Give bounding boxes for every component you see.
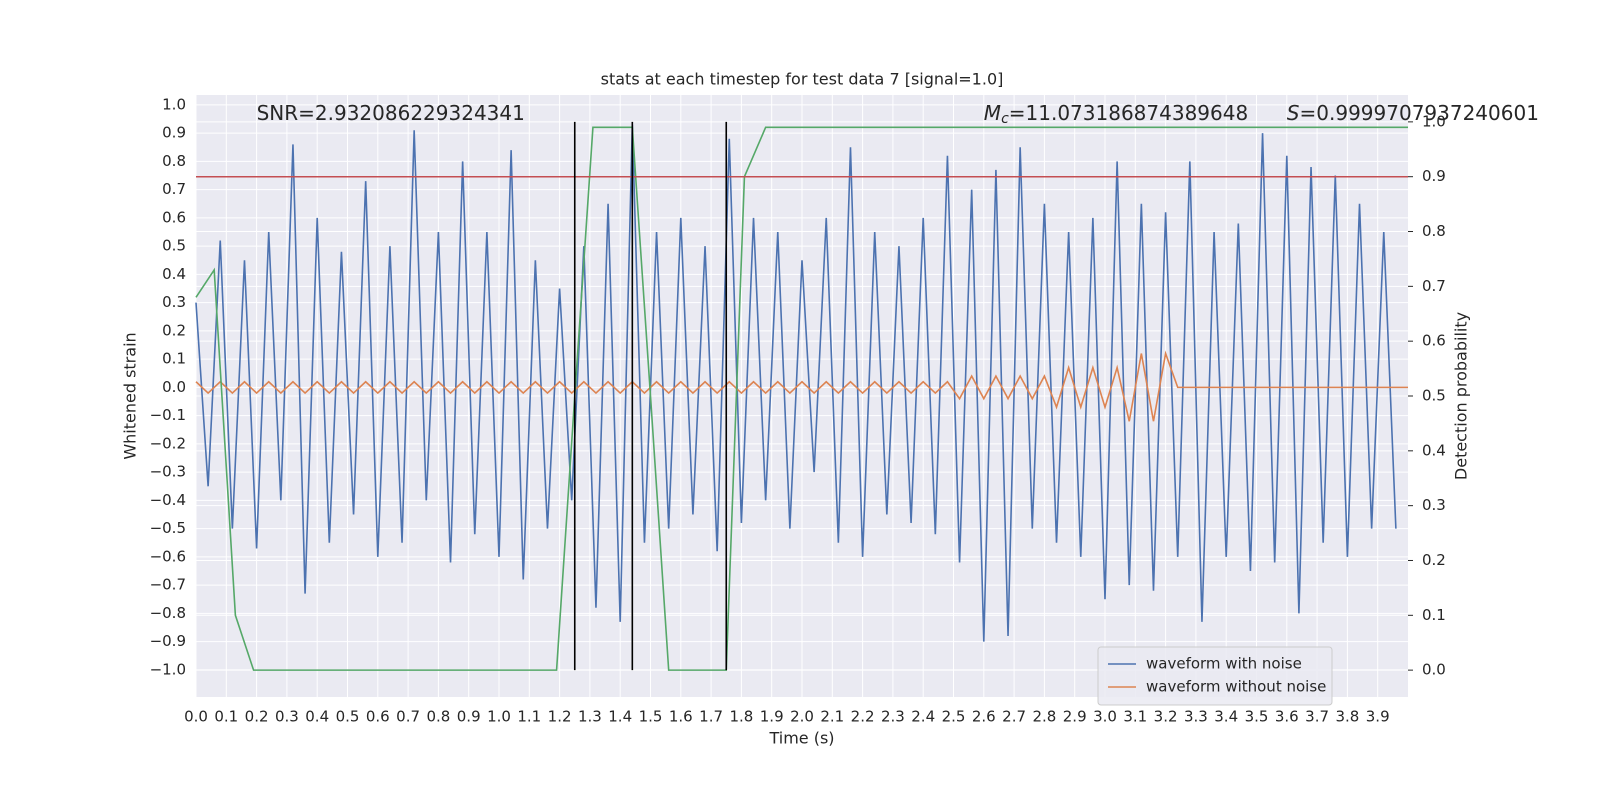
x-tick-label: 3.9 [1366,708,1390,726]
y-tick-label: −0.2 [150,434,186,452]
x-tick-label: 2.2 [851,708,875,726]
y2-tick-label: 0.1 [1422,606,1446,624]
annotation-symbol: M [984,101,1001,125]
y2-tick-label: 0.0 [1422,661,1446,679]
x-tick-label: 2.5 [942,708,966,726]
annotation-text: =11.073186874389648 [1009,101,1248,125]
y-tick-label: 0.8 [162,152,186,170]
y-tick-label: 0.3 [162,293,186,311]
y-tick-label: 1.0 [162,95,186,113]
x-tick-label: 0.2 [245,708,269,726]
x-tick-label: 1.9 [760,708,784,726]
x-tick-label: 0.8 [426,708,450,726]
annotation-subscript: c [1001,111,1009,127]
x-tick-label: 2.0 [790,708,814,726]
x-tick-label: 1.3 [578,708,602,726]
x-tick-label: 3.8 [1335,708,1359,726]
chart-title: stats at each timestep for test data 7 [… [601,70,1004,89]
y-axis-label: Whitened strain [121,332,140,459]
x-tick-label: 2.9 [1063,708,1087,726]
x-tick-label: 2.8 [1032,708,1056,726]
annotation: S=0.9999707937240601 [1287,101,1539,125]
series-line [195,126,1408,671]
y2-axis-label: Detection probability [1452,312,1471,480]
y-tick-label: 0.9 [162,124,186,142]
x-tick-label: 3.7 [1305,708,1329,726]
x-tick-label: 1.7 [699,708,723,726]
x-axis-label: Time (s) [768,729,834,748]
x-tick-label: 3.1 [1123,708,1147,726]
x-tick-label: 0.4 [305,708,329,726]
y-tick-label: 0.1 [162,350,186,368]
legend-box [1097,646,1333,706]
y-tick-label: 0.0 [162,378,186,396]
x-tick-label: 2.7 [1002,708,1026,726]
y2-tick-label: 1.0 [1422,112,1446,130]
x-tick-label: 1.8 [729,708,753,726]
y2-tick-label: 0.9 [1422,167,1446,185]
x-tick-label: 3.2 [1154,708,1178,726]
x-tick-label: 2.6 [972,708,996,726]
x-tick-label: 3.5 [1245,708,1269,726]
x-tick-label: 0.6 [366,708,390,726]
y-tick-label: −1.0 [150,660,186,678]
y-tick-label: −0.6 [150,547,186,565]
y-tick-label: 0.2 [162,321,186,339]
x-tick-label: 3.0 [1093,708,1117,726]
y-tick-label: −0.7 [150,576,186,594]
x-tick-label: 3.6 [1275,708,1299,726]
series-line [195,350,1408,422]
x-tick-label: 3.3 [1184,708,1208,726]
y-tick-label: −0.5 [150,519,186,537]
annotation: SNR=2.932086229324341 [257,101,525,125]
y2-tick-label: 0.8 [1422,222,1446,240]
x-tick-label: 0.7 [396,708,420,726]
x-tick-label: 0.0 [184,708,208,726]
x-tick-label: 2.1 [820,708,844,726]
y-tick-label: 0.5 [162,237,186,255]
y2-tick-label: 0.5 [1422,387,1446,405]
y2-tick-label: 0.6 [1422,332,1446,350]
x-tick-label: 1.2 [548,708,572,726]
annotation-text: =0.9999707937240601 [1300,101,1539,125]
x-tick-label: 2.3 [881,708,905,726]
x-tick-label: 0.5 [336,708,360,726]
series-line [195,124,1397,642]
annotation-text: SNR=2.932086229324341 [257,101,525,125]
legend-label: waveform with noise [1146,655,1302,673]
y-tick-label: 0.6 [162,208,186,226]
x-tick-label: 2.4 [911,708,935,726]
y2-tick-label: 0.3 [1422,496,1446,514]
y-tick-label: 0.7 [162,180,186,198]
annotation: Mc=11.073186874389648 [984,101,1248,128]
y2-tick-label: 0.4 [1422,441,1446,459]
y-tick-label: −0.8 [150,604,186,622]
x-tick-label: 1.6 [669,708,693,726]
x-tick-label: 1.5 [639,708,663,726]
x-tick-label: 0.9 [457,708,481,726]
y-tick-label: −0.3 [150,463,186,481]
legend-label: waveform without noise [1146,678,1326,696]
x-tick-label: 0.1 [214,708,238,726]
annotation-symbol: S [1287,101,1300,125]
y-tick-label: −0.9 [150,632,186,650]
x-tick-label: 1.0 [487,708,511,726]
y2-tick-label: 0.7 [1422,277,1446,295]
x-tick-label: 3.4 [1214,708,1238,726]
y-tick-label: −0.1 [150,406,186,424]
y-tick-label: −0.4 [150,491,186,509]
y-tick-label: 0.4 [162,265,186,283]
x-tick-label: 0.3 [275,708,299,726]
x-tick-label: 1.1 [517,708,541,726]
x-tick-label: 1.4 [608,708,632,726]
y2-tick-label: 0.2 [1422,551,1446,569]
